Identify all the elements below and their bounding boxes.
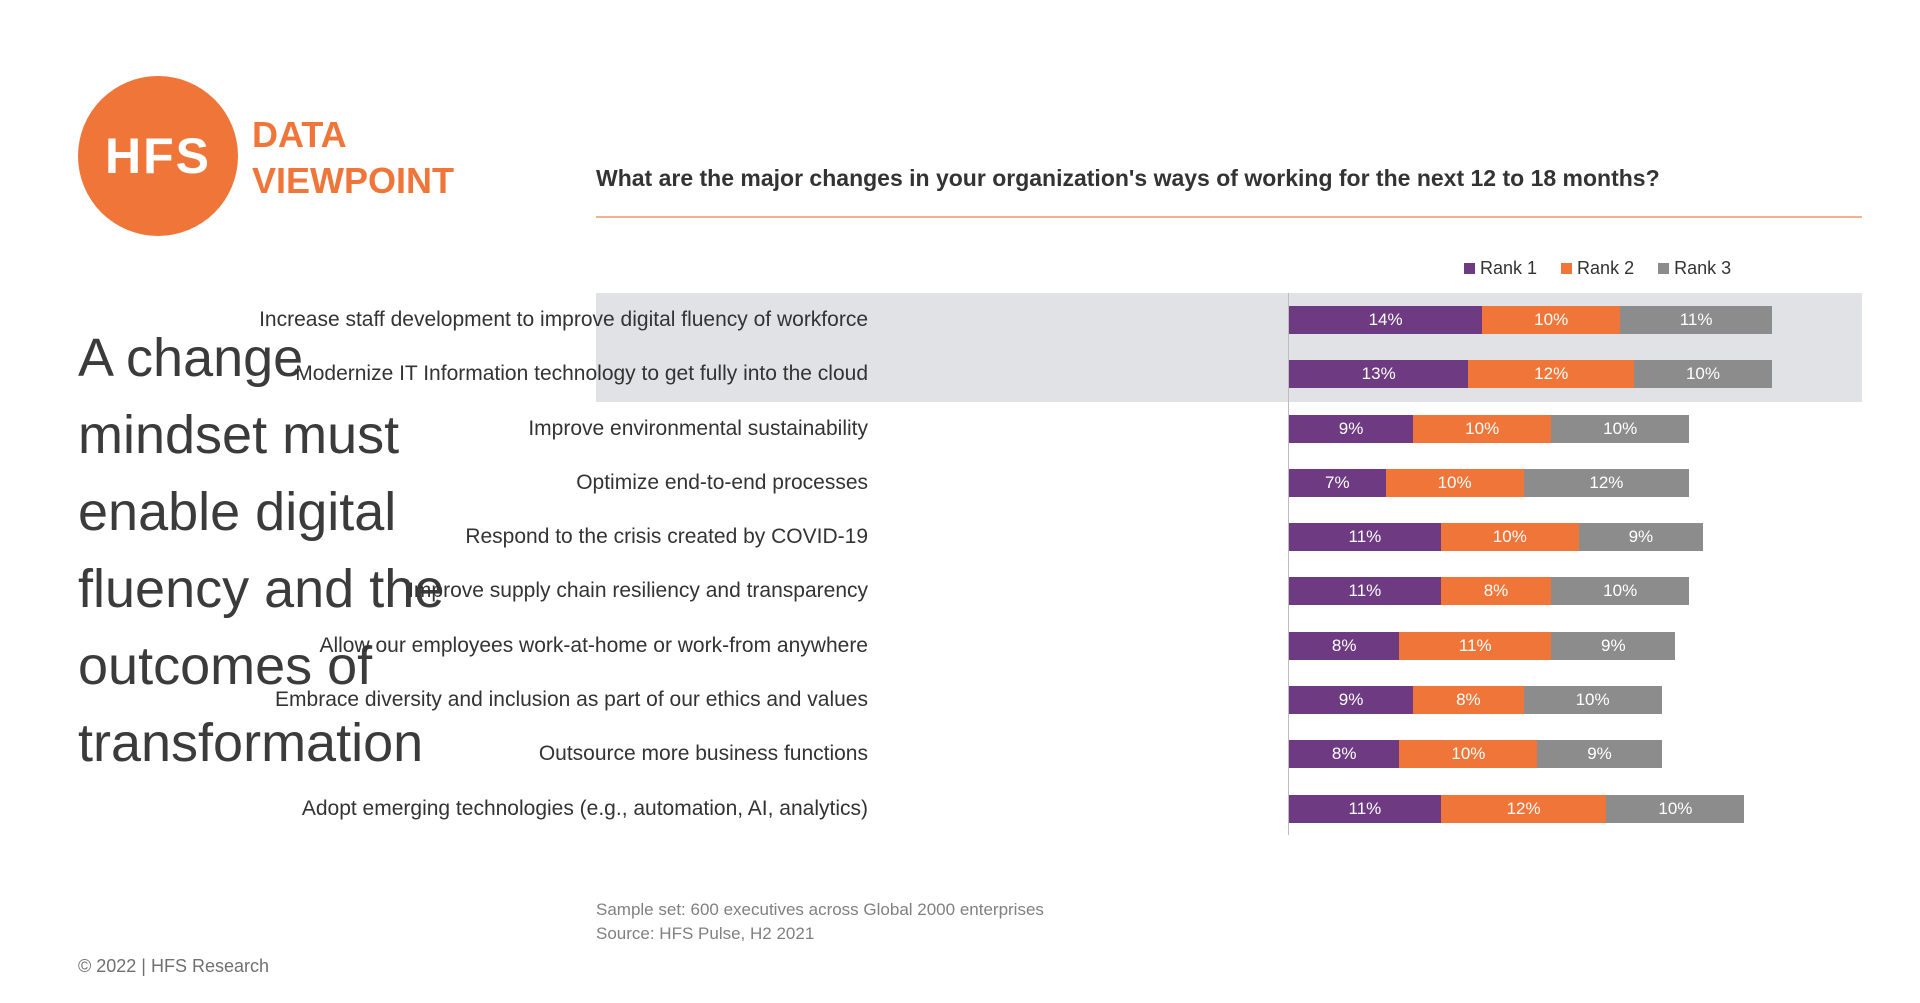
bar-segment-rank-1: 11% <box>1289 577 1441 606</box>
bar-segment-rank-1: 9% <box>1289 686 1414 715</box>
category-label: Improve environmental sustainability <box>528 416 868 440</box>
headline-line: A change <box>78 328 304 388</box>
legend-label: Rank 3 <box>1674 258 1732 278</box>
chart-row: Modernize IT Information technology to g… <box>295 347 1862 401</box>
stacked-bar: 11% 8% 10% <box>1289 577 1690 606</box>
category-label: Allow our employees work-at-home or work… <box>319 633 868 657</box>
category-label: Optimize end-to-end processes <box>576 470 868 494</box>
legend-item: Rank 1 <box>1464 258 1537 279</box>
category-label: Adopt emerging technologies (e.g., autom… <box>301 796 868 820</box>
bar-segment-rank-1: 8% <box>1289 631 1400 660</box>
stacked-bar: 11% 10% 9% <box>1289 523 1703 552</box>
bar-segment-rank-3: 11% <box>1620 306 1772 334</box>
bar-rows: Increase staff development to improve di… <box>259 293 1862 836</box>
bar-segment-rank-3: 10% <box>1606 794 1745 823</box>
legend-item: Rank 3 <box>1658 258 1731 279</box>
bar-segment-rank-1: 13% <box>1289 360 1469 389</box>
bar-segment-rank-2: 11% <box>1399 631 1552 660</box>
bar-segment-rank-3: 9% <box>1551 631 1676 660</box>
bar-segment-rank-3: 10% <box>1633 360 1772 389</box>
legend-label: Rank 2 <box>1577 258 1635 278</box>
stacked-bar: 8% 11% 9% <box>1289 631 1676 660</box>
legend-label: Rank 1 <box>1480 258 1538 278</box>
stacked-bar: 14% 10% 11% <box>1289 306 1772 334</box>
stacked-bar: 9% 8% 10% <box>1289 686 1662 715</box>
legend-swatch <box>1561 263 1573 274</box>
chart-row: Increase staff development to improve di… <box>259 293 1862 347</box>
headline-line: mindset must <box>78 405 400 465</box>
category-label: Respond to the crisis created by COVID-1… <box>465 525 868 549</box>
chart-row: Embrace diversity and inclusion as part … <box>275 673 1862 727</box>
hfs-logo: HFS <box>78 76 238 236</box>
stacked-bar: 7% 10% 12% <box>1289 468 1690 497</box>
bar-segment-rank-3: 9% <box>1537 740 1662 769</box>
logo-text: HFS <box>105 128 211 184</box>
bar-segment-rank-3: 10% <box>1551 414 1690 443</box>
brand-title: DATA VIEWPOINT <box>252 112 454 204</box>
chart-row: Improve environmental sustainability 9% 10… <box>528 402 1862 456</box>
headline-line: fluency and the <box>78 559 445 619</box>
chart-row: Allow our employees work-at-home or work… <box>319 619 1862 673</box>
category-label: Outsource more business functions <box>538 742 868 766</box>
stacked-bar: 11% 12% 10% <box>1289 794 1745 823</box>
chart-row: Adopt emerging technologies (e.g., autom… <box>302 782 1862 836</box>
legend-swatch <box>1464 263 1475 274</box>
legend-item: Rank 2 <box>1561 258 1634 279</box>
bar-segment-rank-1: 9% <box>1289 414 1414 443</box>
brand-line-1: DATA <box>252 114 347 155</box>
bar-segment-rank-1: 7% <box>1289 468 1386 497</box>
bar-segment-rank-1: 11% <box>1289 523 1441 552</box>
bar-segment-rank-2: 10% <box>1399 740 1538 769</box>
bar-segment-rank-2: 10% <box>1482 306 1621 334</box>
chart-row: Outsource more business functions 8% 10% 9% <box>539 727 1862 781</box>
source-note: Source: HFS Pulse, H2 2021 <box>596 924 815 943</box>
chart-row: Improve supply chain resiliency and tran… <box>408 564 1862 618</box>
bar-segment-rank-2: 10% <box>1413 414 1552 443</box>
copyright: © 2022 | HFS Research <box>78 956 270 976</box>
stacked-bar: 8% 10% 9% <box>1289 740 1662 769</box>
sample-note: Sample set: 600 executives across Global… <box>596 900 1044 919</box>
bar-segment-rank-2: 8% <box>1440 577 1552 606</box>
bar-segment-rank-3: 9% <box>1578 523 1703 552</box>
bar-segment-rank-2: 8% <box>1413 686 1524 715</box>
bar-segment-rank-1: 11% <box>1289 794 1441 823</box>
bar-segment-rank-2: 12% <box>1468 360 1634 389</box>
headline: A change mindset must enable digital flu… <box>78 320 518 782</box>
title-divider <box>596 216 1862 218</box>
bar-segment-rank-1: 14% <box>1289 306 1483 334</box>
chart-title: What are the major changes in your organ… <box>596 165 1660 191</box>
legend-swatch <box>1658 263 1670 274</box>
category-label: Improve supply chain resiliency and tran… <box>408 579 868 603</box>
bar-segment-rank-3: 10% <box>1551 577 1690 606</box>
category-axis-line <box>1288 293 1289 835</box>
chart-row: Optimize end-to-end processes 7% 10% 12% <box>576 456 1862 510</box>
headline-line: outcomes of <box>78 636 373 696</box>
footnote: Sample set: 600 executives across Global… <box>596 898 1044 946</box>
chart-legend: Rank 1 Rank 2 Rank 3 <box>1464 258 1731 279</box>
stacked-bar: 9% 10% 10% <box>1289 414 1690 443</box>
bar-segment-rank-1: 8% <box>1289 740 1400 769</box>
category-label: Increase staff development to improve di… <box>259 308 868 331</box>
bar-segment-rank-2: 10% <box>1385 468 1524 497</box>
category-label: Modernize IT Information technology to g… <box>295 362 868 386</box>
bar-segment-rank-2: 10% <box>1440 523 1579 552</box>
bar-segment-rank-2: 12% <box>1440 794 1607 823</box>
headline-line: transformation <box>78 713 424 773</box>
category-label: Embrace diversity and inclusion as part … <box>275 688 868 712</box>
bar-segment-rank-3: 10% <box>1523 686 1662 715</box>
headline-line: enable digital <box>78 482 397 542</box>
stacked-bar: 13% 12% 10% <box>1289 360 1772 389</box>
brand-line-2: VIEWPOINT <box>252 160 455 201</box>
bar-segment-rank-3: 12% <box>1523 468 1690 497</box>
chart-row: Respond to the crisis created by COVID-1… <box>465 510 1862 564</box>
